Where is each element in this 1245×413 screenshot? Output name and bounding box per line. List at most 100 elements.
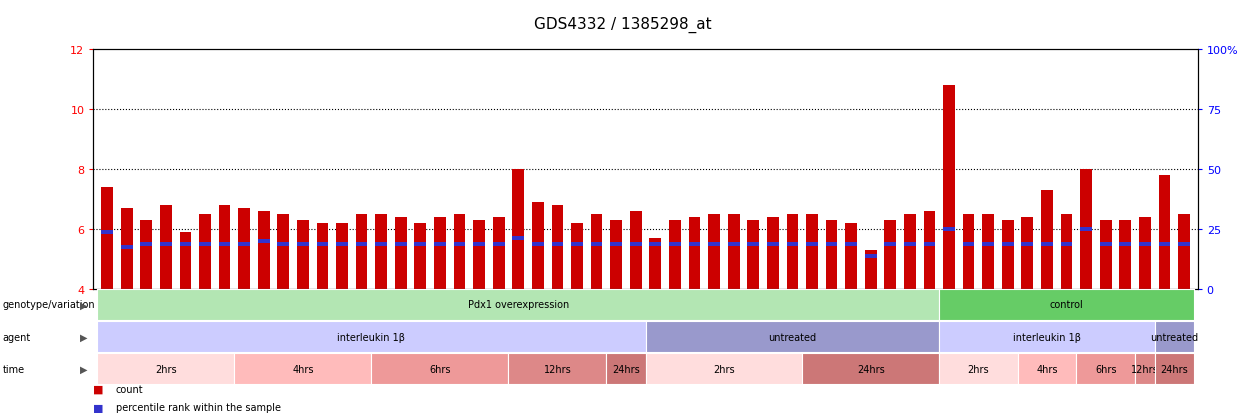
Text: 24hrs: 24hrs (857, 364, 885, 374)
Bar (571, 242, 583, 247)
Bar (473, 242, 486, 247)
Text: 4hrs: 4hrs (293, 364, 314, 374)
Bar (630, 211, 641, 289)
Bar (845, 223, 857, 289)
Text: Pdx1 overexpression: Pdx1 overexpression (468, 299, 569, 310)
Bar (865, 254, 876, 259)
Bar (179, 232, 192, 289)
Bar (962, 214, 975, 289)
Bar (141, 242, 152, 247)
Bar (688, 217, 701, 289)
Text: ▶: ▶ (80, 299, 87, 310)
Text: 12hrs: 12hrs (544, 364, 571, 374)
Text: ■: ■ (93, 402, 103, 412)
Text: time: time (2, 364, 25, 374)
Text: ▶: ▶ (80, 332, 87, 342)
Bar (513, 169, 524, 289)
Bar (356, 242, 367, 247)
Bar (1099, 242, 1112, 247)
Bar (1081, 169, 1092, 289)
Bar (435, 217, 446, 289)
Text: GDS4332 / 1385298_at: GDS4332 / 1385298_at (534, 17, 711, 33)
Bar (1021, 217, 1033, 289)
Bar (884, 242, 896, 247)
Bar (121, 208, 132, 289)
Bar (1041, 190, 1053, 289)
Text: control: control (1050, 299, 1083, 310)
Text: untreated: untreated (1150, 332, 1198, 342)
Bar (101, 230, 113, 235)
Bar (159, 242, 172, 247)
Text: 2hrs: 2hrs (156, 364, 177, 374)
Bar (1119, 220, 1132, 289)
Bar (1099, 220, 1112, 289)
Bar (590, 214, 603, 289)
Bar (199, 242, 210, 247)
Bar (415, 242, 426, 247)
Bar (688, 242, 701, 247)
Bar (513, 236, 524, 240)
Bar (179, 242, 192, 247)
Bar (728, 214, 740, 289)
Bar (395, 242, 407, 247)
Bar (493, 242, 504, 247)
Text: 6hrs: 6hrs (1094, 364, 1117, 374)
Bar (630, 242, 641, 247)
Bar (962, 242, 975, 247)
Bar (904, 242, 916, 247)
Bar (1081, 227, 1092, 231)
Bar (121, 245, 132, 249)
Bar (453, 214, 466, 289)
Text: ▶: ▶ (80, 364, 87, 374)
Bar (767, 242, 778, 247)
Bar (415, 223, 426, 289)
Bar (747, 242, 759, 247)
Bar (258, 239, 270, 243)
Bar (532, 202, 544, 289)
Bar (336, 223, 347, 289)
Bar (141, 220, 152, 289)
Bar (552, 205, 563, 289)
Text: percentile rank within the sample: percentile rank within the sample (116, 402, 281, 412)
Bar (1178, 214, 1190, 289)
Bar (825, 220, 838, 289)
Bar (1021, 242, 1033, 247)
Bar (258, 211, 270, 289)
Bar (473, 220, 486, 289)
Bar (728, 242, 740, 247)
Bar (924, 242, 935, 247)
Bar (435, 242, 446, 247)
Bar (453, 242, 466, 247)
Text: 24hrs: 24hrs (613, 364, 640, 374)
Bar (1002, 242, 1013, 247)
Bar (298, 220, 309, 289)
Bar (298, 242, 309, 247)
Text: count: count (116, 384, 143, 394)
Bar (238, 242, 250, 247)
Bar (1139, 217, 1150, 289)
Bar (1159, 175, 1170, 289)
Bar (669, 220, 681, 289)
Bar (650, 238, 661, 289)
Text: untreated: untreated (768, 332, 817, 342)
Text: 4hrs: 4hrs (1036, 364, 1058, 374)
Bar (532, 242, 544, 247)
Bar (924, 211, 935, 289)
Bar (1061, 214, 1072, 289)
Bar (610, 220, 622, 289)
Text: interleukin 1β: interleukin 1β (337, 332, 406, 342)
Bar (199, 214, 210, 289)
Bar (806, 214, 818, 289)
Bar (316, 223, 329, 289)
Text: agent: agent (2, 332, 31, 342)
Bar (375, 242, 387, 247)
Bar (1159, 242, 1170, 247)
Text: 2hrs: 2hrs (713, 364, 735, 374)
Bar (101, 188, 113, 289)
Bar (1139, 242, 1150, 247)
Bar (159, 205, 172, 289)
Bar (493, 217, 504, 289)
Bar (904, 214, 916, 289)
Text: genotype/variation: genotype/variation (2, 299, 95, 310)
Bar (708, 242, 720, 247)
